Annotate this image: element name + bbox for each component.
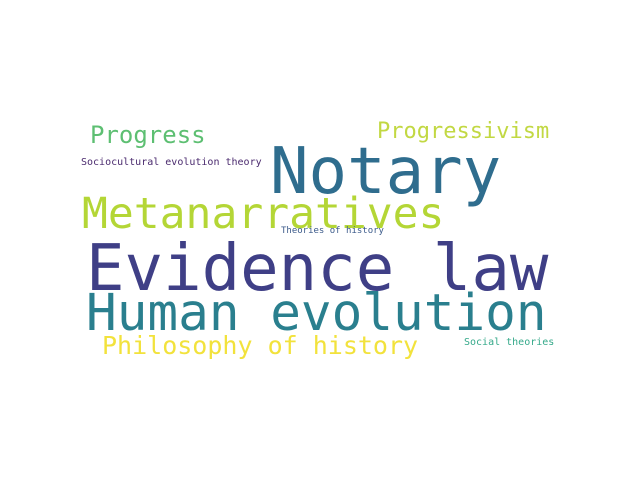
word-progress: Progress <box>90 121 206 149</box>
word-social-theories: Social theories <box>464 337 555 348</box>
word-evidence-law: Evidence law <box>86 232 549 306</box>
word-human-evolution: Human evolution <box>86 284 547 343</box>
word-notary: Notary <box>270 135 502 209</box>
word-sociocultural-evolution-theory: Sociocultural evolution theory <box>81 157 262 168</box>
word-metanarratives: Metanarratives <box>82 189 445 239</box>
word-theories-of-history: Theories of history <box>281 226 384 236</box>
word-philosophy-of-history: Philosophy of history <box>102 331 419 360</box>
word-progressivism: Progressivism <box>377 119 550 144</box>
